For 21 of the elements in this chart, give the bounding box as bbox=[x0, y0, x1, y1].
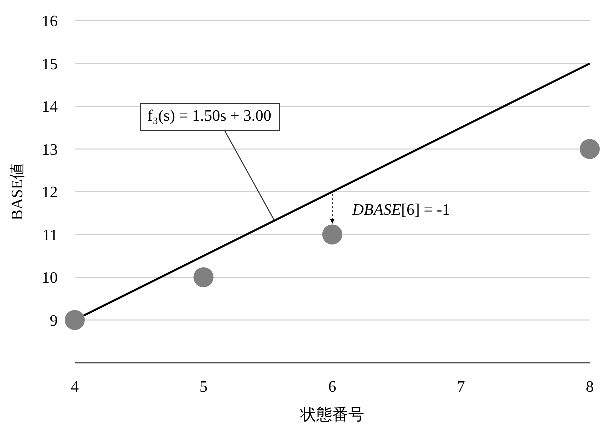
y-axis-title: BASE値 bbox=[8, 164, 26, 220]
y-tick-label: 16 bbox=[42, 14, 58, 30]
x-tick-label: 8 bbox=[586, 379, 594, 396]
y-tick-label: 11 bbox=[42, 227, 58, 244]
y-tick-label: 14 bbox=[42, 99, 58, 116]
x-tick-label: 5 bbox=[200, 379, 208, 396]
y-tick-label: 15 bbox=[42, 56, 58, 74]
point bbox=[65, 310, 85, 330]
y-tick-label: 10 bbox=[42, 270, 58, 287]
annotation: f₃(s) = 1.50s + 3.00 bbox=[140, 102, 280, 131]
x-axis-title: 状態番号 bbox=[300, 407, 364, 424]
point bbox=[194, 268, 214, 288]
y-tick-label: 13 bbox=[42, 142, 58, 159]
x-tick-label: 6 bbox=[328, 379, 336, 396]
x-tick-label: 4 bbox=[71, 379, 79, 396]
x-tick-label: 7 bbox=[457, 379, 466, 396]
y-tick-label: 9 bbox=[50, 312, 58, 330]
point bbox=[322, 224, 342, 245]
y-tick-label: 12 bbox=[42, 184, 58, 202]
annotation: DBASE[6] = -1 bbox=[352, 202, 450, 220]
point bbox=[580, 139, 600, 160]
